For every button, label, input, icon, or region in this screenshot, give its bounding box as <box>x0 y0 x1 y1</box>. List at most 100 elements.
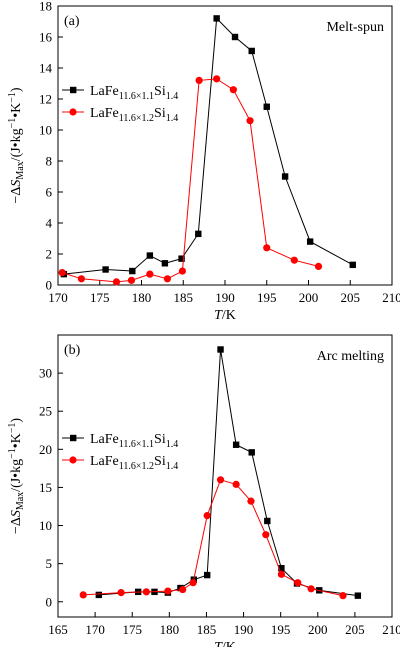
y-tick-label: 0 <box>46 278 53 293</box>
data-point <box>129 267 136 275</box>
data-point <box>102 266 109 273</box>
data-point <box>247 497 255 505</box>
x-tick-label: 180 <box>160 622 180 637</box>
data-point <box>112 278 121 286</box>
data-point <box>195 76 203 84</box>
data-point <box>294 579 302 587</box>
x-tick-label: 175 <box>90 290 110 305</box>
series-1 <box>60 15 356 278</box>
data-point <box>264 517 271 525</box>
x-tick-label: 210 <box>382 622 400 637</box>
y-tick-label: 18 <box>39 0 52 14</box>
x-tick-label: 210 <box>382 290 400 305</box>
data-point <box>277 570 286 578</box>
x-tick-label: 180 <box>132 290 152 305</box>
data-point <box>163 275 171 283</box>
series-2 <box>79 476 347 600</box>
chart-panel-2: 165 170 175 180 185 190 195 200 205 210 0 5 10 15 20 25… <box>7 334 400 647</box>
data-point <box>161 260 169 267</box>
data-point <box>179 585 187 594</box>
y-tick-label: 15 <box>39 480 52 495</box>
data-point <box>213 15 220 22</box>
data-point <box>178 267 187 275</box>
data-point <box>189 579 197 587</box>
data-point <box>203 512 211 520</box>
y-tick-label: 4 <box>46 216 53 231</box>
panel-label: (b) <box>64 343 81 358</box>
data-point <box>216 476 225 484</box>
panel-annotation: Melt-spun <box>326 20 384 35</box>
data-point <box>263 103 270 110</box>
data-point <box>178 255 185 262</box>
y-tick-label: 6 <box>46 185 53 200</box>
x-tick-label: 200 <box>308 622 328 637</box>
data-point <box>314 262 323 270</box>
data-point <box>306 238 314 245</box>
data-point <box>79 591 87 599</box>
x-tick-label: 200 <box>299 290 319 305</box>
x-tick-label: 195 <box>271 622 291 637</box>
legend-label: LaFe11.6×1.1Si1.4 <box>90 84 178 102</box>
data-point <box>307 585 315 593</box>
data-point <box>232 441 240 448</box>
y-tick-label: 10 <box>39 123 52 138</box>
data-point <box>281 173 289 180</box>
legend: LaFe11.6×1.1Si1.4 LaFe11.6×1.2Si1.4 <box>62 84 178 124</box>
legend: LaFe11.6×1.1Si1.4 LaFe11.6×1.2Si1.4 <box>62 432 178 472</box>
data-point <box>354 592 362 599</box>
data-point <box>232 480 240 488</box>
x-tick-label: 170 <box>85 622 105 637</box>
y-tick-label: 30 <box>39 366 52 381</box>
data-point <box>262 531 270 539</box>
y-tick-label: 20 <box>39 442 52 457</box>
data-point <box>195 230 202 238</box>
y-tick-label: 10 <box>39 518 52 533</box>
data-point <box>246 117 254 125</box>
x-tick-label: 185 <box>174 290 194 305</box>
y-tick-label: 25 <box>39 404 52 419</box>
y-tick-label: 5 <box>46 556 53 571</box>
x-tick-label: 190 <box>215 290 235 305</box>
legend-label: LaFe11.6×1.1Si1.4 <box>90 432 178 450</box>
legend-marker <box>70 86 77 94</box>
data-point <box>290 256 298 264</box>
x-tick-label: 165 <box>48 622 68 637</box>
y-tick-label: 14 <box>39 61 53 76</box>
plot-frame <box>57 5 393 286</box>
x-tick-label: 185 <box>197 622 217 637</box>
data-point <box>127 276 136 284</box>
y-tick-label: 8 <box>46 154 53 169</box>
y-tick-label: 2 <box>46 247 53 262</box>
data-point <box>95 591 103 599</box>
x-tick-label: 175 <box>122 622 142 637</box>
y-tick-label: 0 <box>46 594 53 609</box>
x-tick-label: 195 <box>257 290 277 305</box>
data-point <box>58 269 66 277</box>
x-tick-label: 205 <box>341 290 361 305</box>
data-point <box>146 270 154 278</box>
x-axis-title: T/K <box>214 640 236 647</box>
x-tick-label: 205 <box>345 622 365 637</box>
legend-marker <box>69 456 77 464</box>
legend-marker <box>70 434 77 442</box>
legend-label: LaFe11.6×1.2Si1.4 <box>90 106 178 124</box>
data-point <box>339 592 347 600</box>
series-line <box>98 349 358 597</box>
data-point <box>213 75 221 83</box>
data-point <box>146 252 154 259</box>
legend-label: LaFe11.6×1.2Si1.4 <box>90 454 178 472</box>
x-tick-label: 170 <box>48 290 68 305</box>
y-tick-label: 16 <box>39 30 53 45</box>
data-point <box>349 261 356 269</box>
y-axis-title: −ΔSMax/(J•kg−1•K−1) <box>7 87 26 203</box>
series-1 <box>95 346 362 599</box>
chart-panel-1: 170 175 180 185 190 195 200 205 210 0 2 4 6 8 10 12 14 16… <box>7 0 400 323</box>
legend-marker <box>69 108 77 116</box>
series-line <box>83 479 344 597</box>
series-line <box>63 17 353 275</box>
panel-label: (a) <box>64 14 80 29</box>
plot-frame <box>57 334 393 618</box>
x-tick-label: 190 <box>234 622 254 637</box>
data-point <box>278 565 285 572</box>
